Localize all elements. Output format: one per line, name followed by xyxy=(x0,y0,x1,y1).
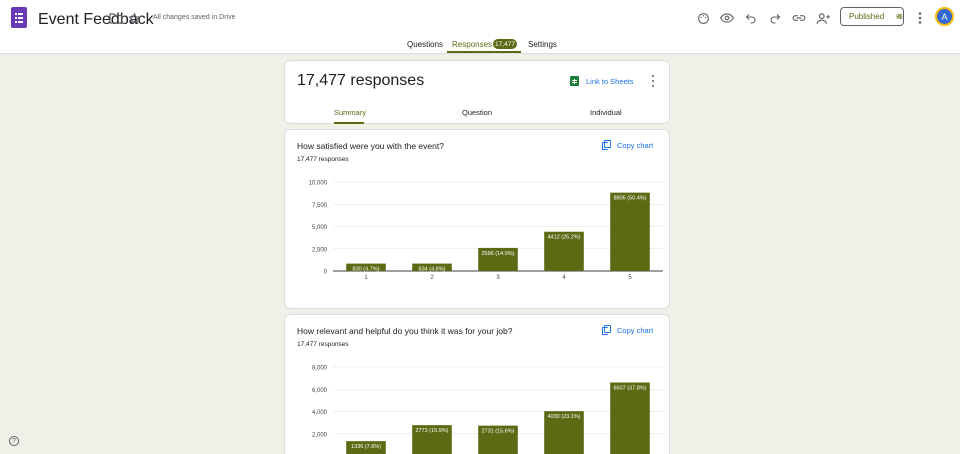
x-tick-label: 5 xyxy=(628,275,632,281)
active-subtab-indicator xyxy=(334,122,364,124)
star-icon[interactable] xyxy=(125,9,143,27)
tab-settings[interactable]: Settings xyxy=(528,40,557,49)
form-title[interactable]: Event Feedback xyxy=(38,11,154,28)
question-response-count: 17,477 responses xyxy=(297,341,349,348)
google-forms-logo-icon[interactable] xyxy=(11,7,27,28)
bar xyxy=(610,382,650,454)
copy-chart-button[interactable]: Copy chart xyxy=(602,140,653,150)
question-title: How relevant and helpful do you think it… xyxy=(297,326,513,336)
sheets-icon[interactable] xyxy=(570,76,579,86)
y-tick-label: 2,000 xyxy=(312,432,328,438)
copy-icon xyxy=(602,325,611,335)
subtab-question[interactable]: Question xyxy=(462,108,493,117)
bar-data-label: 4030 (23.1%) xyxy=(547,414,580,420)
bar-data-label: 2773 (15.9%) xyxy=(415,428,448,434)
folder-icon[interactable] xyxy=(107,9,125,27)
copy-icon xyxy=(602,140,611,150)
question-title: How satisfied were you with the event? xyxy=(297,141,444,151)
copy-chart-label: Copy chart xyxy=(617,325,654,335)
link-to-sheets-button[interactable]: Link to Sheets xyxy=(586,77,634,86)
question-card-relevance: How relevant and helpful do you think it… xyxy=(284,314,670,454)
x-tick-label: 2 xyxy=(430,275,434,281)
question-response-count: 17,477 responses xyxy=(297,156,349,163)
tab-questions[interactable]: Questions xyxy=(407,40,444,49)
x-tick-label: 4 xyxy=(562,275,566,281)
bar-chart-satisfaction: 0 2,500 5,000 7,500 10,000 830 (4.7%) 1 834 (4.… xyxy=(309,181,663,281)
app-header: Event Feedback All changes saved in Driv… xyxy=(0,0,960,54)
bar xyxy=(544,231,584,271)
bar xyxy=(412,425,452,454)
published-label: Published xyxy=(849,12,885,21)
responses-count-badge: 17,477 xyxy=(493,39,517,49)
y-tick-label: 4,000 xyxy=(312,410,328,416)
x-tick-label: 1 xyxy=(364,275,368,281)
bar xyxy=(610,192,650,271)
add-collaborator-icon[interactable] xyxy=(814,9,832,27)
bar-data-label: 834 (4.8%) xyxy=(419,267,446,273)
more-vert-icon[interactable] xyxy=(911,9,929,27)
copy-chart-label: Copy chart xyxy=(617,140,654,150)
bar-data-label: 2731 (15.6%) xyxy=(481,429,514,435)
active-tab-indicator xyxy=(447,51,521,53)
y-tick-label: 8,000 xyxy=(312,366,328,372)
responses-summary-card: 17,477 responses Link to Sheets Summary … xyxy=(284,60,670,124)
bar xyxy=(346,263,386,271)
y-tick-label: 0 xyxy=(324,270,328,276)
y-tick-label: 6,000 xyxy=(312,388,328,394)
x-tick-label: 3 xyxy=(496,275,500,281)
question-card-satisfaction: How satisfied were you with the event? 1… xyxy=(284,129,670,309)
y-tick-label: 7,500 xyxy=(312,203,328,209)
y-tick-label: 5,000 xyxy=(312,225,328,231)
y-tick-label: 10,000 xyxy=(309,181,328,187)
bar-data-label: 2596 (14.9%) xyxy=(481,251,514,257)
subtab-individual[interactable]: Individual xyxy=(590,108,622,117)
responses-total-title: 17,477 responses xyxy=(297,72,425,89)
tab-responses[interactable]: Responses xyxy=(452,40,493,49)
subtab-summary[interactable]: Summary xyxy=(334,108,367,117)
bar-data-label: 6607 (37.8%) xyxy=(613,385,646,391)
bar xyxy=(346,441,386,454)
bar xyxy=(478,247,518,271)
bar-data-label: 4412 (25.2%) xyxy=(547,235,580,241)
undo-icon[interactable] xyxy=(742,9,760,27)
bar xyxy=(478,425,518,454)
help-icon[interactable]: ? xyxy=(9,436,19,446)
bar-data-label: 830 (4.7%) xyxy=(353,267,380,273)
preview-eye-icon[interactable] xyxy=(718,9,736,27)
redo-icon[interactable] xyxy=(766,9,784,27)
save-status: All changes saved in Drive xyxy=(153,14,236,21)
bar-data-label: 8805 (50.4%) xyxy=(613,196,646,202)
bar xyxy=(412,263,452,271)
copy-chart-button[interactable]: Copy chart xyxy=(602,325,653,335)
bar xyxy=(544,411,584,454)
palette-icon[interactable] xyxy=(694,9,712,27)
settings-sliders-icon xyxy=(896,13,903,20)
link-icon[interactable] xyxy=(790,9,808,27)
account-avatar[interactable]: A xyxy=(935,7,954,26)
more-options-icon[interactable] xyxy=(649,75,657,87)
y-tick-label: 2,500 xyxy=(312,247,328,253)
published-button[interactable]: Published xyxy=(840,7,904,26)
bar-data-label: 1336 (7.6%) xyxy=(351,444,381,450)
